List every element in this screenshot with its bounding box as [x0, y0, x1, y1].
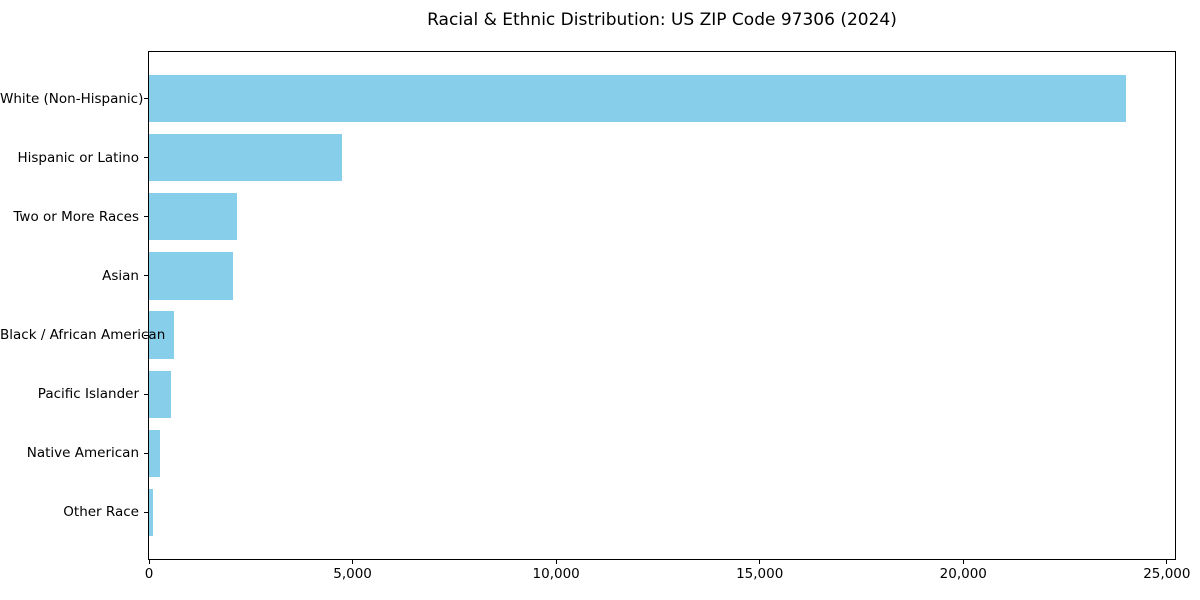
x-axis-tick-label-20-000: 20,000	[939, 566, 987, 582]
y-axis-label-white-non-hispanic: White (Non-Hispanic)	[0, 90, 144, 107]
x-axis-tick-label-10-000: 10,000	[532, 566, 580, 582]
plot-area	[148, 51, 1176, 560]
bar-pacific-islander	[149, 370, 172, 418]
y-axis-label-two-or-more-races: Two or More Races	[13, 208, 139, 225]
y-axis-label-black-african-american: Black / African American	[0, 327, 166, 344]
x-axis-tick	[759, 560, 761, 564]
y-axis-label-other-race: Other Race	[63, 504, 139, 521]
y-axis-tick	[144, 275, 148, 277]
y-axis-tick	[144, 157, 148, 159]
y-axis-tick	[144, 452, 148, 454]
y-axis-label-native-american: Native American	[26, 445, 139, 462]
x-axis-tick-label-0: 0	[144, 566, 154, 582]
bar-hispanic-or-latino	[149, 134, 343, 182]
bar-white-non-hispanic	[149, 75, 1127, 123]
y-axis-label-hispanic-or-latino: Hispanic or Latino	[17, 149, 139, 166]
y-axis-tick	[144, 393, 148, 395]
x-axis-tick	[148, 560, 150, 564]
x-axis-tick-label-15-000: 15,000	[736, 566, 784, 582]
bar-other-race	[149, 488, 154, 536]
y-axis-tick	[144, 334, 148, 336]
y-axis-tick	[144, 98, 148, 100]
bar-black-african-american	[149, 311, 175, 359]
y-axis-tick	[144, 511, 148, 513]
y-axis-label-asian: Asian	[102, 267, 139, 284]
bar-native-american	[149, 429, 161, 477]
x-axis-tick	[962, 560, 964, 564]
chart-title: Racial & Ethnic Distribution: US ZIP Cod…	[427, 10, 897, 30]
y-axis-tick	[144, 216, 148, 218]
x-axis-tick-label-25-000: 25,000	[1143, 566, 1191, 582]
x-axis-tick	[352, 560, 354, 564]
x-axis-tick	[555, 560, 557, 564]
x-axis-tick	[1166, 560, 1168, 564]
bar-asian	[149, 252, 233, 300]
bar-two-or-more-races	[149, 193, 237, 241]
y-axis-label-pacific-islander: Pacific Islander	[37, 386, 139, 403]
x-axis-tick-label-5-000: 5,000	[333, 566, 372, 582]
